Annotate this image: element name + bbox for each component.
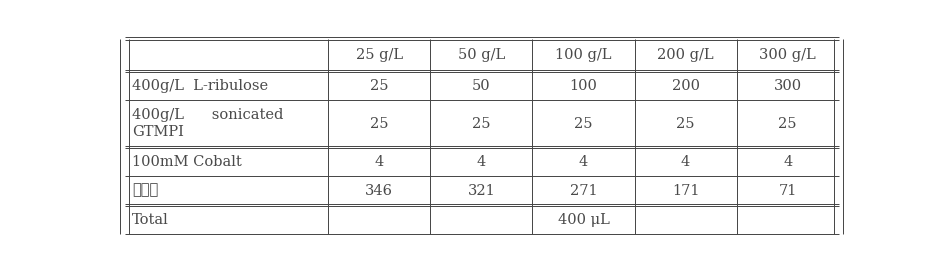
Text: 200: 200: [671, 79, 699, 93]
Text: 271: 271: [570, 184, 597, 198]
Text: 321: 321: [467, 184, 495, 198]
Text: 346: 346: [366, 184, 393, 198]
Text: 25: 25: [676, 117, 695, 131]
Text: 25: 25: [472, 117, 491, 131]
Text: 400g/L  L-ribulose: 400g/L L-ribulose: [132, 79, 268, 93]
Text: 171: 171: [672, 184, 699, 198]
Text: 25: 25: [574, 117, 593, 131]
Text: 100 g/L: 100 g/L: [556, 48, 612, 62]
Text: 300: 300: [774, 79, 802, 93]
Text: 정제수: 정제수: [132, 184, 158, 198]
Text: 25 g/L: 25 g/L: [355, 48, 403, 62]
Text: 4: 4: [681, 155, 690, 169]
Text: 25: 25: [370, 117, 388, 131]
Text: Total: Total: [132, 212, 169, 227]
Text: 50 g/L: 50 g/L: [458, 48, 505, 62]
Text: 4: 4: [783, 155, 792, 169]
Text: 100mM Cobalt: 100mM Cobalt: [132, 155, 242, 169]
Text: 4: 4: [375, 155, 384, 169]
Text: 400g/L      sonicated
GTMPI: 400g/L sonicated GTMPI: [132, 108, 284, 139]
Text: 71: 71: [778, 184, 797, 198]
Text: 50: 50: [472, 79, 491, 93]
Text: 400 μL: 400 μL: [557, 212, 609, 227]
Text: 100: 100: [570, 79, 598, 93]
Text: 300 g/L: 300 g/L: [760, 48, 816, 62]
Text: 4: 4: [579, 155, 588, 169]
Text: 25: 25: [370, 79, 388, 93]
Text: 25: 25: [778, 117, 797, 131]
Text: 200 g/L: 200 g/L: [657, 48, 713, 62]
Text: 4: 4: [477, 155, 486, 169]
